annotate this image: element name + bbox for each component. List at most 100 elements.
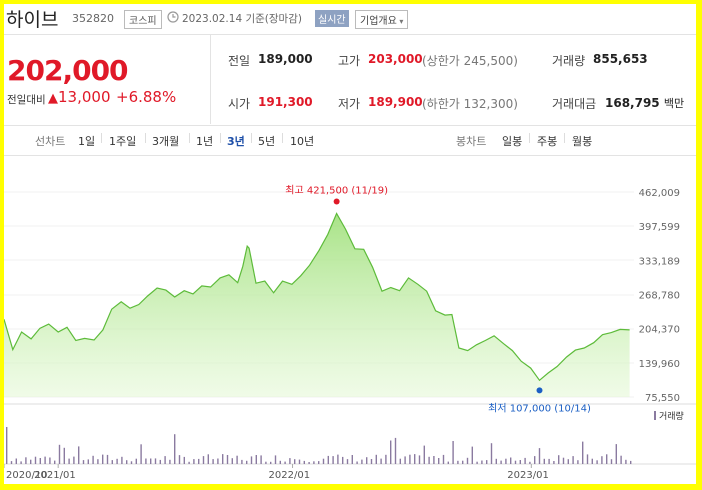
stock-widget: 하이브 352820 코스피 2023.02.14 기준(장마감) 실시간 기업… [4, 4, 696, 484]
chart-toolbar: 선차트 1일 1주일 3개월 1년 3년 5년 10년 봉차트 일봉 주봉 월봉 [4, 125, 696, 156]
current-price: 202,000 [7, 54, 129, 87]
volume-bar [370, 459, 373, 464]
volume-bar [49, 457, 51, 464]
prev-close-label: 전일 [228, 54, 251, 68]
stock-name[interactable]: 하이브 [6, 9, 59, 31]
volume-bar [126, 460, 128, 464]
volume-bar [174, 434, 176, 464]
x-tick-label: 2023/01 [507, 470, 549, 481]
price-change: ▲13,000 [48, 88, 111, 106]
volume-bar [562, 457, 565, 464]
realtime-button[interactable]: 실시간 [315, 10, 349, 27]
high-value: 203,000 [368, 52, 423, 66]
volume-bar [178, 455, 181, 464]
volume-bar [442, 454, 445, 464]
market-badge: 코스피 [124, 10, 162, 29]
high-annotation: 최고 421,500 (11/19) [285, 184, 388, 196]
range-1w[interactable]: 1주일 [109, 135, 137, 148]
volume-bar [6, 427, 8, 464]
volume-bar [231, 458, 233, 464]
volume-bar [145, 458, 147, 464]
volume-bar [399, 458, 401, 464]
volume-bar [390, 440, 392, 464]
volume-bar [346, 459, 349, 464]
volume-bar [404, 456, 406, 464]
divider [564, 133, 565, 143]
volume-bars [6, 427, 632, 464]
volume-bar [154, 458, 157, 464]
low-value: 189,900 [368, 95, 423, 109]
volume-bar [121, 456, 123, 464]
clock-icon [167, 11, 179, 23]
volume-bar [466, 457, 469, 464]
chevron-down-icon: ▾ [396, 17, 404, 26]
volume-bar [505, 458, 507, 464]
volume-bar [433, 456, 435, 464]
candle-chart-label: 봉차트 [456, 135, 487, 148]
volume-bar [548, 458, 550, 464]
candle-monthly[interactable]: 월봉 [572, 135, 593, 148]
volume-bar [514, 460, 517, 464]
volume-bar [226, 455, 229, 464]
range-3m[interactable]: 3개월 [152, 135, 180, 148]
price-chart[interactable]: 최고 421,500 (11/19) 최저 107,000 (10/14) 46… [4, 164, 696, 484]
volume-bar [140, 444, 142, 464]
volume-bar [606, 454, 608, 464]
volume-bar [351, 455, 353, 464]
range-10y[interactable]: 10년 [290, 135, 315, 148]
y-tick-label: 397,599 [639, 222, 680, 233]
volume-bar [423, 445, 425, 464]
volume-bar [630, 460, 632, 464]
volume-bar [68, 458, 70, 464]
y-tick-label: 462,009 [639, 188, 680, 199]
up-arrow-icon: ▲ [48, 91, 58, 106]
volume-bar [183, 456, 185, 464]
volume-bar [375, 454, 377, 464]
volume-bar [164, 456, 166, 464]
candle-daily[interactable]: 일봉 [502, 135, 523, 148]
volume-bar [366, 457, 368, 464]
volume-bar [543, 458, 545, 464]
range-1y[interactable]: 1년 [196, 135, 214, 148]
volume-bar [44, 456, 46, 464]
volume-bar [39, 458, 41, 464]
candle-weekly[interactable]: 주봉 [537, 135, 558, 148]
range-5y[interactable]: 5년 [258, 135, 276, 148]
volume-bar [510, 457, 512, 464]
volume-bar [356, 461, 358, 464]
range-3y[interactable]: 3년 [227, 135, 245, 148]
volume-value: 855,653 [593, 52, 648, 66]
volume-bar [409, 454, 411, 464]
y-tick-label: 139,960 [639, 359, 680, 370]
x-tick-label: 2020/10 [6, 470, 48, 481]
divider [145, 133, 146, 143]
volume-bar [414, 454, 416, 464]
volume-bar [452, 441, 454, 464]
legend-swatch [654, 411, 656, 420]
x-tick-label: 2022/01 [269, 470, 311, 481]
volume-bar [241, 459, 243, 464]
volume-bar [500, 460, 502, 464]
range-1d[interactable]: 1일 [78, 135, 96, 148]
volume-bar [615, 444, 617, 464]
volume-bar [34, 456, 37, 464]
volume-bar [207, 454, 209, 464]
volume-bar [54, 460, 56, 464]
corp-overview-button[interactable]: 기업개요 ▾ [355, 10, 409, 29]
volume-bar [106, 454, 109, 464]
volume-bar [250, 456, 253, 464]
divider [282, 133, 283, 143]
volume-bar [313, 461, 315, 464]
volume-bar [620, 455, 622, 464]
volume-bar [476, 461, 478, 464]
volume-bar [193, 459, 195, 464]
volume-bar [428, 456, 430, 464]
volume-bar [577, 460, 579, 464]
volume-bar [30, 459, 32, 464]
open-value: 191,300 [258, 95, 313, 109]
volume-bar [15, 458, 17, 464]
change-percent: +6.88% [116, 88, 177, 106]
volume-bar [558, 455, 560, 464]
volume-bar [481, 460, 483, 464]
volume-bar [270, 461, 272, 464]
